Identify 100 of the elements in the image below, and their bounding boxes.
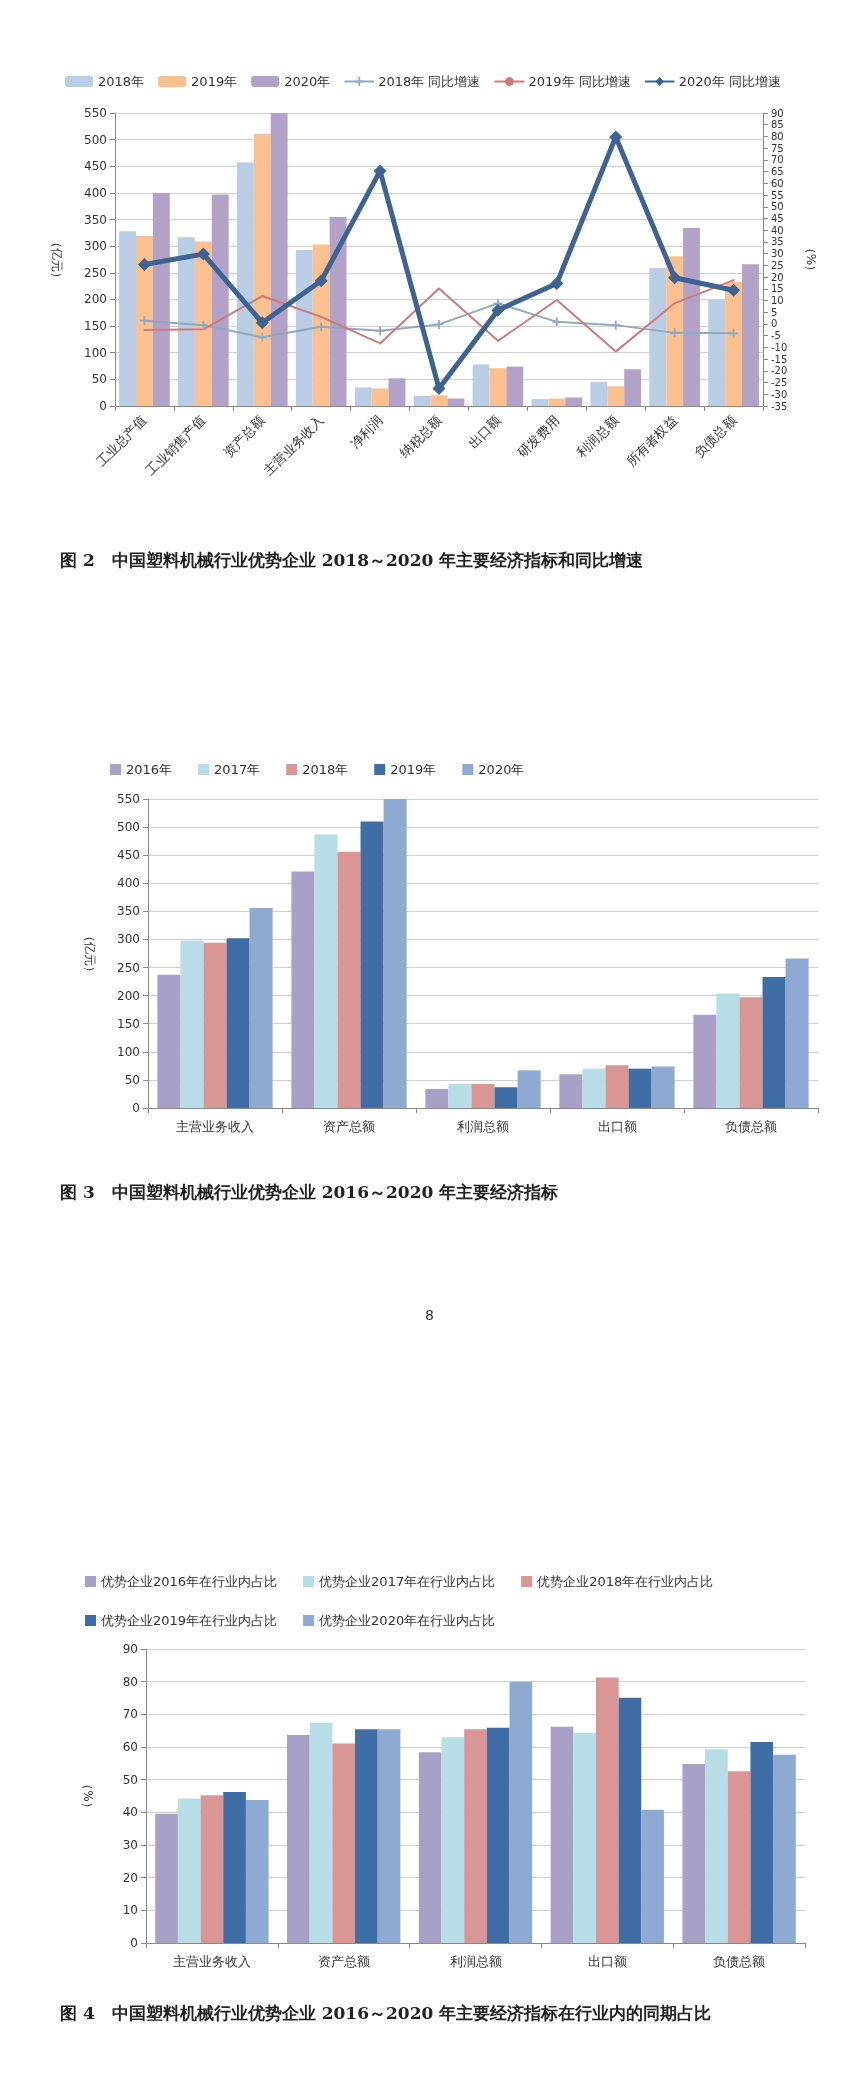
y-tick-label: 500 [84,132,107,147]
point [137,257,151,271]
bar [693,1014,717,1108]
bar [295,249,313,406]
bar [624,369,642,406]
bar [447,398,465,406]
line-series [143,279,735,353]
bar [270,113,288,406]
point [314,274,328,288]
bar [309,1722,333,1943]
bar [211,194,229,406]
legend-label: 2016年 [126,762,173,777]
bar [194,241,212,406]
bar [509,1681,533,1943]
bar [152,192,170,406]
y-tick-label: 400 [84,185,107,200]
y-tick-label: 450 [117,848,140,863]
bar [489,368,507,406]
bar [559,1074,583,1108]
x-tick-label: 资产总额 [317,1954,370,1969]
bar [573,1732,596,1943]
y2-tick-label: 70 [771,154,784,166]
bar [354,387,372,406]
y-tick-label: 250 [84,265,107,280]
y-axis-title: （亿元） [83,929,97,978]
bar [337,851,361,1108]
text: 图 3 中国塑料机械行业优势企业 2016～2020 年主要经济指标 [60,1182,559,1202]
y2-tick-label: 0 [771,318,778,330]
y-tick-label: 150 [117,1016,140,1031]
x-tick-label: 利润总额 [573,412,622,461]
y-tick-label: 60 [122,1740,138,1754]
y2-tick-label: 45 [771,212,784,224]
bar [716,993,740,1108]
legend-label: 2019年 [390,762,437,777]
bar [249,907,273,1108]
bar [177,1798,201,1943]
bar [472,364,490,406]
x-tick-label: 负债总额 [713,1954,766,1969]
point [491,303,505,317]
point [609,130,623,144]
legend-label: 2019年 [191,74,238,89]
y-tick-label: 20 [122,1870,138,1885]
x-tick-label: 纳税总额 [396,412,445,461]
y2-tick-label: -15 [771,353,788,365]
y2-tick-label: 20 [771,271,784,283]
y-axis-title: （亿元） [50,235,64,284]
point [316,322,326,332]
y2-tick-label: 90 [771,107,784,119]
bar [739,997,763,1108]
y2-tick-label: 60 [771,177,784,189]
bar [550,1726,574,1943]
bar [773,1754,796,1943]
bar [605,1065,629,1108]
y-tick-label: 350 [117,904,140,919]
bar [708,299,726,406]
bar [119,231,137,406]
y2-tick-label: -25 [771,377,788,389]
y-axis-title: （%） [81,1778,95,1814]
bar [565,397,583,406]
bar [371,388,389,406]
y-tick-label: 500 [117,820,140,835]
x-tick-label: 研发费用 [514,412,563,461]
bar [494,1087,518,1108]
y2-tick-label: 75 [771,142,784,154]
x-tick-label: 主营业务收入 [176,1119,254,1134]
bar [607,386,625,406]
bar [136,236,153,406]
bar [329,216,347,406]
bar [618,1697,642,1943]
legend-label: 2020年 [284,74,331,89]
bar [377,1729,401,1943]
x-tick-label: 负债总额 [691,412,739,461]
legend-label: 优势企业2016年在行业内占比 [101,1574,278,1589]
text: 图 4 中国塑料机械行业优势企业 2016～2020 年主要经济指标在行业内的同期占比 [60,2003,712,2023]
bar [705,1749,728,1943]
point [375,326,385,336]
legend-label: 2020年 同比增速 [678,74,781,89]
y2-axis-title: （%） [804,241,818,278]
x-tick-label: 资产总额 [220,412,268,461]
y-tick-label: 250 [117,960,140,975]
bar [291,871,315,1108]
y2-tick-label: 35 [771,236,784,248]
bar [418,1752,442,1943]
bar [486,1727,510,1943]
bar [287,1734,310,1943]
bar [226,938,250,1108]
y-tick-label: 0 [132,1101,140,1115]
y-tick-label: 70 [122,1707,138,1722]
bar [595,1677,619,1943]
legend-label: 优势企业2020年在行业内占比 [319,1613,496,1628]
bar [651,1066,675,1108]
x-tick-label: 出口额 [465,412,504,451]
x-tick-label: 出口额 [587,1954,627,1969]
y-tick-label: 350 [84,212,107,227]
bar [245,1799,269,1943]
bar [360,821,384,1108]
y2-tick-label: 40 [771,224,784,236]
bar [682,1763,706,1943]
legend-label: 优势企业2017年在行业内占比 [319,1574,496,1589]
y-tick-label: 550 [84,106,107,120]
